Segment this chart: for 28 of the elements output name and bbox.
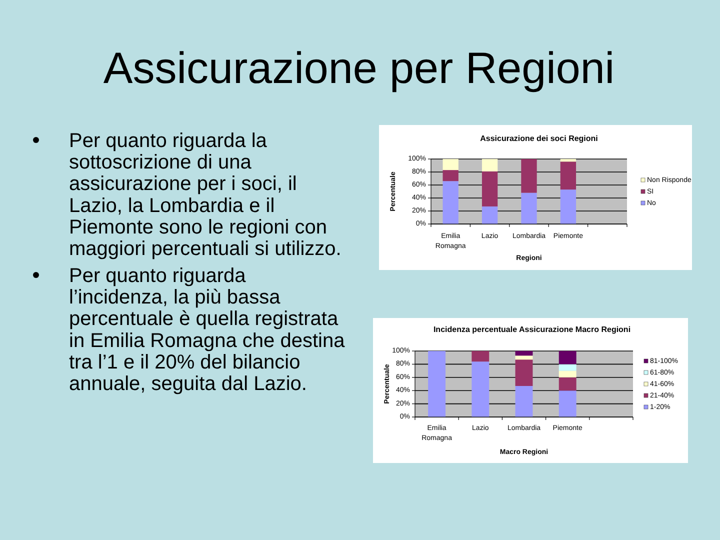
bar (472, 351, 490, 362)
bar (515, 351, 533, 356)
text: Assicurazione per Regioni (103, 44, 615, 92)
bar (515, 386, 533, 417)
bar (442, 181, 458, 224)
bar (472, 362, 490, 417)
bar (560, 162, 576, 190)
bar (482, 171, 498, 206)
bar (558, 351, 576, 364)
bar (560, 190, 576, 224)
bar (560, 159, 576, 162)
bar (521, 159, 537, 193)
bar (482, 206, 498, 224)
bar (428, 351, 446, 417)
text: Per quanto riguarda l’incidenza, la più bassa percentuale è quella registrata in Emilia Romagna che destina tra l’1 e il 20% del bilancio annuale, seguita dal Lazio. (69, 265, 346, 395)
bar (515, 356, 533, 360)
bar (558, 390, 576, 417)
bar (515, 360, 533, 386)
bar (521, 192, 537, 224)
bar (482, 159, 498, 172)
bar (558, 364, 576, 371)
bar (442, 170, 458, 182)
chart-title: Incidenza percentuale Assicurazione Macro Regioni (433, 324, 631, 334)
bar (442, 159, 458, 170)
bar (558, 377, 576, 391)
chart-title: Assicurazione dei soci Regioni (480, 134, 598, 142)
text: Per quanto riguarda la sottoscrizione di una assicurazione per i soci, il Lazio, la Lombardia e il Piemonte sono le regioni con maggiori percentuali si utilizzo. (69, 130, 342, 260)
bar (558, 370, 576, 378)
